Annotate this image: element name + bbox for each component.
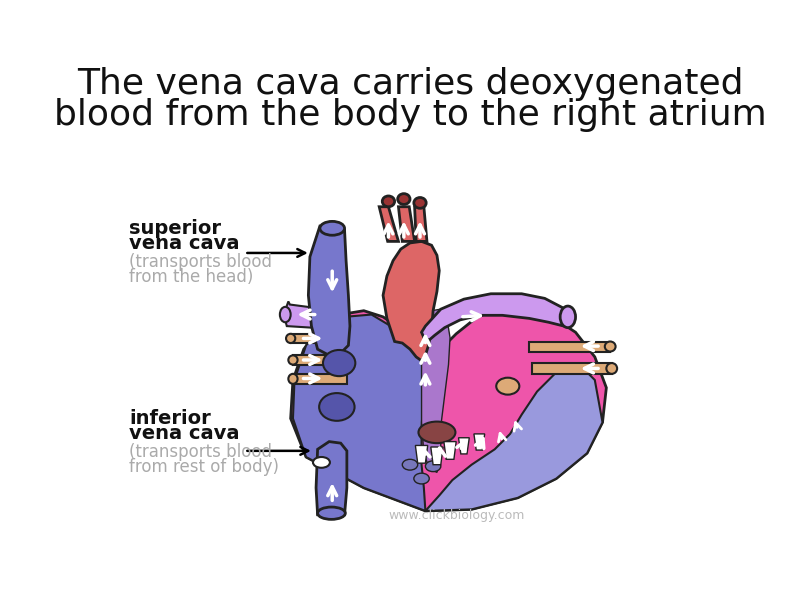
Ellipse shape <box>418 422 455 443</box>
Polygon shape <box>290 334 345 343</box>
Polygon shape <box>383 241 439 361</box>
Ellipse shape <box>320 221 345 235</box>
Ellipse shape <box>414 197 426 208</box>
Ellipse shape <box>323 350 355 376</box>
Text: (transports blood: (transports blood <box>129 443 272 461</box>
Polygon shape <box>379 207 398 241</box>
Polygon shape <box>426 365 602 511</box>
Text: from rest of body): from rest of body) <box>129 458 279 476</box>
Polygon shape <box>284 301 346 328</box>
Polygon shape <box>458 438 470 454</box>
Ellipse shape <box>426 461 441 472</box>
Polygon shape <box>530 341 610 352</box>
Text: The vena cava carries deoxygenated: The vena cava carries deoxygenated <box>77 67 743 101</box>
Polygon shape <box>293 314 426 511</box>
Ellipse shape <box>318 507 346 520</box>
Ellipse shape <box>319 393 354 421</box>
Ellipse shape <box>605 341 615 352</box>
Polygon shape <box>316 442 347 515</box>
Ellipse shape <box>286 334 295 343</box>
Text: inferior: inferior <box>129 409 210 428</box>
Text: vena cava: vena cava <box>129 424 239 443</box>
Ellipse shape <box>288 374 298 384</box>
Polygon shape <box>532 363 612 374</box>
Polygon shape <box>474 434 485 450</box>
Text: (transports blood: (transports blood <box>129 253 272 271</box>
Ellipse shape <box>398 194 410 205</box>
Ellipse shape <box>606 363 617 374</box>
Ellipse shape <box>414 473 430 484</box>
Text: from the head): from the head) <box>129 268 254 286</box>
Text: blood from the body to the right atrium: blood from the body to the right atrium <box>54 98 766 132</box>
Polygon shape <box>290 307 606 511</box>
Ellipse shape <box>402 460 418 470</box>
Text: www.clickbiology.com: www.clickbiology.com <box>388 509 524 523</box>
Polygon shape <box>293 355 347 365</box>
Polygon shape <box>308 226 350 355</box>
Polygon shape <box>415 445 428 463</box>
Polygon shape <box>444 442 456 460</box>
Ellipse shape <box>382 196 394 207</box>
Polygon shape <box>414 207 427 241</box>
Ellipse shape <box>288 355 298 365</box>
Text: vena cava: vena cava <box>129 234 239 253</box>
Ellipse shape <box>496 377 519 395</box>
Polygon shape <box>293 374 347 384</box>
Ellipse shape <box>313 457 330 468</box>
Polygon shape <box>422 294 570 340</box>
Text: superior: superior <box>129 218 221 238</box>
Polygon shape <box>422 309 450 472</box>
Polygon shape <box>430 447 443 464</box>
Ellipse shape <box>280 307 290 322</box>
Polygon shape <box>398 207 414 241</box>
Ellipse shape <box>560 306 575 328</box>
